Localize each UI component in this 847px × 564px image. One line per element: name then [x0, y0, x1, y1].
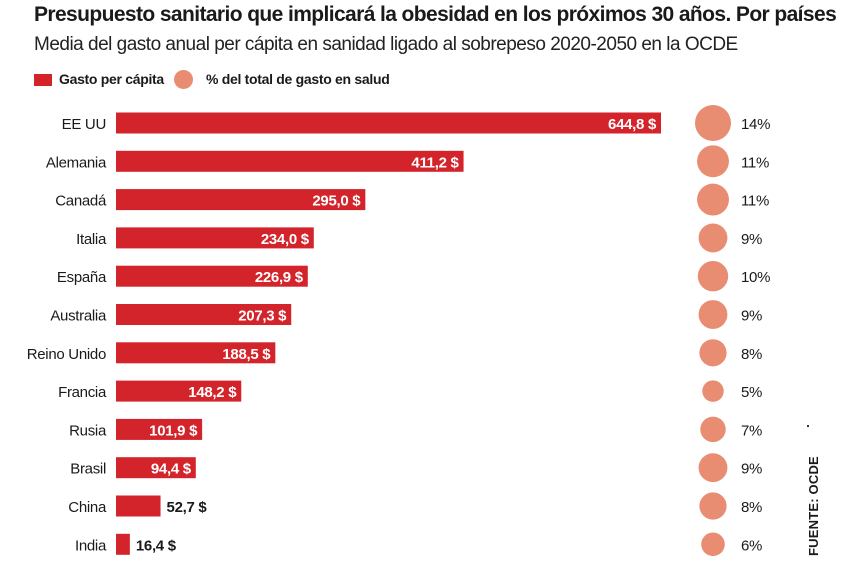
bar [116, 495, 161, 517]
percent-label: 8% [741, 499, 762, 516]
percent-dot [697, 183, 729, 216]
decorative-dot [807, 425, 809, 427]
percent-label: 10% [741, 269, 770, 286]
bar-value-label: 226,9 $ [255, 269, 304, 286]
bar [116, 380, 242, 402]
percent-dot [699, 339, 727, 367]
category-label: Australia [50, 308, 107, 325]
legend-dot-label: % del total de gasto en salud [206, 71, 390, 87]
bar-value-label: 411,2 $ [411, 154, 459, 171]
legend-bar-swatch [34, 74, 52, 86]
bar-value-label: 188,5 $ [222, 346, 271, 363]
category-label: España [57, 269, 107, 286]
percent-dot [698, 300, 728, 329]
bar-value-label: 644,8 $ [608, 116, 657, 133]
bar [116, 342, 276, 364]
bar [116, 189, 366, 211]
bar-value-label: 295,0 $ [312, 193, 361, 210]
percent-label: 7% [741, 422, 762, 439]
legend-dot-swatch [174, 70, 193, 89]
bar-value-label: 207,3 $ [238, 308, 287, 325]
bar-value-label: 148,2 $ [188, 384, 237, 401]
chart-title: Presupuesto sanitario que implicará la o… [34, 3, 837, 26]
bar [116, 304, 292, 325]
bar [116, 227, 314, 249]
percent-label: 9% [741, 231, 762, 248]
percent-label: 9% [741, 308, 762, 325]
category-label: EE UU [62, 116, 106, 133]
source-note: FUENTE: OCDE [806, 456, 821, 556]
category-label: Reino Unido [27, 346, 106, 363]
percent-dot [698, 453, 728, 483]
bar [116, 112, 661, 134]
percent-dot [701, 532, 725, 557]
category-label: China [68, 499, 107, 516]
category-label: Alemania [46, 154, 107, 171]
category-label: Francia [58, 384, 107, 401]
category-label: Brasil [70, 461, 106, 478]
percent-dot [702, 380, 724, 402]
category-label: Rusia [69, 422, 107, 439]
percent-dot [697, 145, 729, 178]
percent-label: 8% [741, 346, 762, 363]
percent-dot [698, 223, 728, 253]
bar [116, 533, 130, 555]
percent-dot [700, 416, 726, 443]
bar [116, 418, 203, 440]
percent-label: 11% [741, 154, 769, 171]
percent-label: 11% [741, 193, 769, 210]
percent-dot [695, 105, 731, 141]
category-label: Italia [76, 231, 107, 248]
bar-value-label: 101,9 $ [149, 422, 198, 439]
bar-value-label: 52,7 $ [167, 499, 208, 516]
percent-label: 5% [741, 384, 762, 401]
category-label: Canadá [55, 193, 107, 210]
bar [116, 150, 464, 172]
chart-subtitle: Media del gasto anual per cápita en sani… [34, 34, 738, 55]
bar-value-label: 94,4 $ [151, 461, 192, 478]
bar-value-label: 16,4 $ [136, 537, 177, 554]
percent-dot [697, 260, 729, 292]
bar [116, 457, 196, 479]
percent-label: 9% [741, 461, 762, 478]
percent-label: 6% [741, 537, 762, 554]
category-label: India [75, 537, 107, 554]
percent-dot [699, 492, 727, 520]
bar [116, 265, 308, 287]
bar-value-label: 234,0 $ [261, 231, 310, 248]
legend-bar-label: Gasto per cápita [59, 71, 164, 87]
percent-label: 14% [741, 116, 770, 133]
